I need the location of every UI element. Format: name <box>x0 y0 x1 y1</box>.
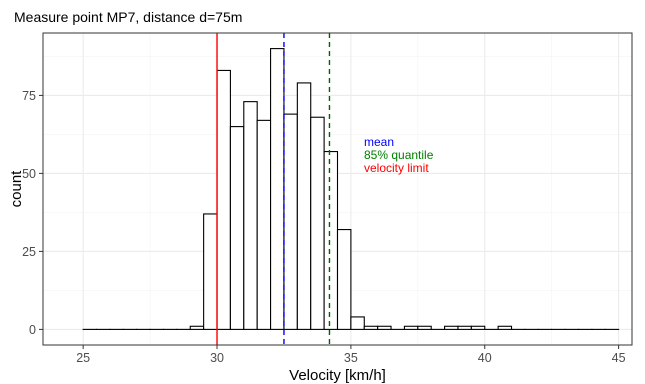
histogram-bar <box>310 116 325 330</box>
histogram-bar <box>189 325 205 330</box>
histogram-bar <box>363 325 379 330</box>
histogram-bar <box>270 48 285 330</box>
histogram-bars <box>82 48 620 330</box>
y-tick-label: 0 <box>29 323 36 337</box>
histogram-bar <box>203 213 218 330</box>
histogram-bar <box>403 325 419 330</box>
histogram-bar <box>229 126 245 330</box>
histogram-bar <box>243 101 258 330</box>
annotation-velocity-limit: velocity limit <box>364 161 429 175</box>
annotation-mean: mean <box>364 135 394 149</box>
x-tick-label: 25 <box>76 351 90 365</box>
histogram-bar <box>470 325 486 330</box>
reference-lines <box>216 33 331 345</box>
histogram-bar <box>497 325 513 330</box>
x-tick-label: 30 <box>210 351 224 365</box>
x-tick-label: 40 <box>478 351 492 365</box>
y-axis: 0 25 50 75 <box>22 89 43 337</box>
histogram-bar <box>296 82 312 330</box>
annotation-85-quantile: 85% quantile <box>364 148 434 162</box>
histogram-bar <box>444 325 459 330</box>
histogram-bar <box>256 119 272 330</box>
histogram-bar <box>336 229 352 330</box>
y-tick-label: 50 <box>22 167 36 181</box>
y-tick-label: 75 <box>22 89 36 103</box>
x-tick-label: 45 <box>612 351 626 365</box>
histogram-bar <box>323 151 339 330</box>
x-axis-title: Velocity [km/h] <box>289 367 386 384</box>
histogram-bar <box>216 69 231 330</box>
chart-title: Measure point MP7, distance d=75m <box>14 9 242 25</box>
histogram-bar <box>457 325 472 330</box>
x-tick-label: 35 <box>344 351 358 365</box>
histogram-bar <box>283 113 298 330</box>
y-axis-title: count <box>8 170 25 208</box>
x-axis: 25 30 35 40 45 <box>76 345 626 365</box>
histogram-bar <box>417 325 432 330</box>
histogram-bar <box>350 316 365 330</box>
plot-border <box>42 32 633 346</box>
y-tick-label: 25 <box>22 245 36 259</box>
histogram-bar <box>377 325 392 330</box>
